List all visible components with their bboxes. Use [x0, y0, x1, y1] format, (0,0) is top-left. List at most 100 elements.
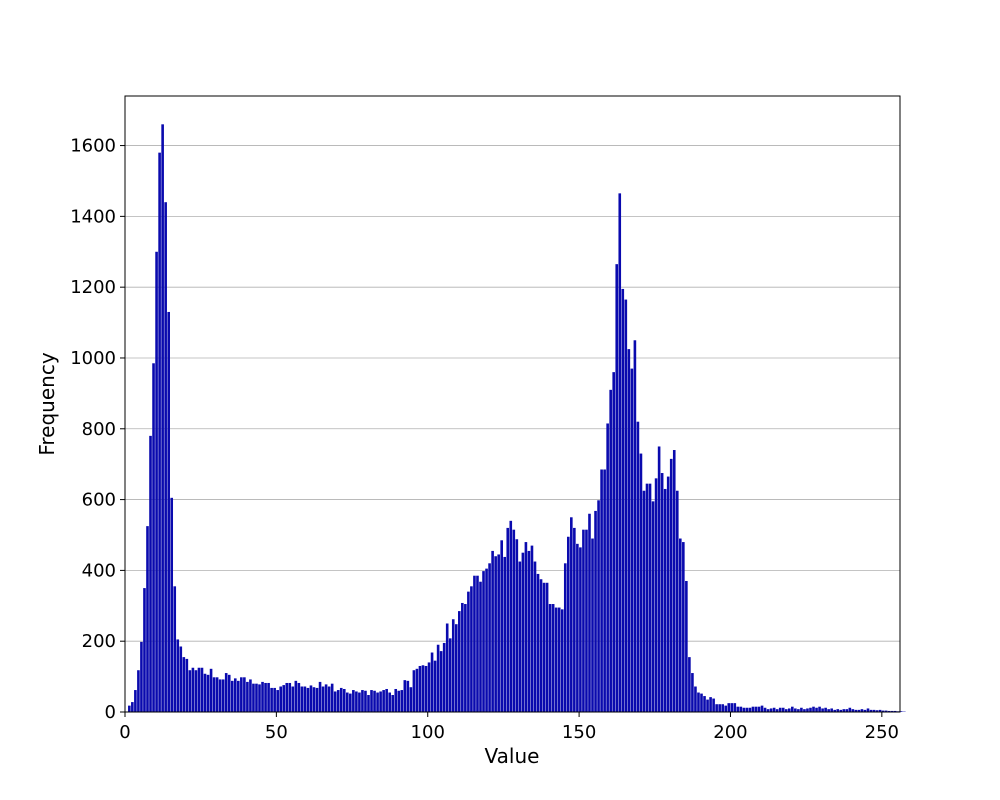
histogram-bar — [639, 453, 643, 712]
histogram-bar — [352, 690, 355, 712]
histogram-bar — [303, 686, 307, 712]
histogram-bar — [827, 709, 830, 712]
histogram-bar — [851, 709, 855, 712]
histogram-bar — [524, 542, 528, 712]
histogram-bar — [128, 705, 131, 712]
histogram-bar — [900, 711, 903, 712]
histogram-bar — [206, 674, 210, 712]
histogram-bar — [663, 488, 667, 712]
histogram-bar — [182, 657, 186, 712]
histogram-bar — [442, 642, 446, 712]
histogram-bar — [869, 709, 873, 712]
histogram-bar — [339, 687, 343, 712]
histogram-bar — [672, 450, 676, 712]
histogram-bar — [803, 709, 806, 712]
y-tick-label: 1600 — [70, 136, 116, 157]
histogram-bar — [373, 690, 376, 712]
histogram-bar — [669, 458, 673, 712]
histogram-bar — [560, 609, 564, 712]
histogram-bar — [488, 563, 491, 712]
histogram-bar — [288, 682, 292, 712]
histogram-bar — [570, 517, 573, 712]
histogram-bar — [324, 684, 328, 712]
histogram-bar — [654, 478, 658, 712]
histogram-bar — [509, 520, 513, 712]
histogram-bar — [715, 704, 718, 712]
histogram-bar — [309, 685, 313, 712]
histogram-bar — [161, 124, 164, 712]
histogram-bar — [494, 556, 497, 712]
histogram-bar — [237, 680, 240, 712]
histogram-bar — [603, 469, 606, 712]
y-tick-label: 400 — [82, 560, 116, 581]
histogram-bar — [539, 579, 543, 712]
y-tick-label: 1200 — [70, 277, 116, 298]
histogram-bar — [197, 667, 201, 712]
histogram-bar — [358, 692, 361, 712]
histogram-bar — [491, 550, 494, 712]
histogram-bar — [164, 202, 167, 712]
histogram-bar — [833, 709, 837, 712]
histogram-bar — [461, 602, 464, 712]
histogram-bar — [642, 490, 646, 712]
histogram-bar — [500, 540, 503, 712]
x-tick-label: 50 — [265, 722, 288, 743]
histogram-bar — [615, 264, 619, 712]
histogram-bar — [406, 680, 410, 712]
histogram-bar — [624, 299, 628, 712]
histogram-bar — [258, 684, 261, 712]
histogram-bar — [345, 692, 349, 712]
histogram-bar — [370, 690, 373, 712]
histogram-bar — [270, 687, 273, 712]
y-tick-label: 200 — [82, 631, 116, 652]
histogram-bar — [158, 152, 161, 712]
x-tick-label: 100 — [411, 722, 445, 743]
histogram-bar — [545, 582, 549, 712]
histogram-bar — [255, 683, 258, 712]
histogram-bar — [470, 586, 473, 712]
histogram-bar — [415, 668, 419, 712]
histogram-bar — [436, 644, 440, 712]
x-tick-label: 0 — [119, 722, 130, 743]
histogram-bar — [712, 698, 715, 712]
histogram-bar — [448, 638, 452, 712]
histogram-bar — [766, 709, 770, 712]
histogram-bar — [261, 681, 264, 712]
histogram-bar — [627, 349, 631, 712]
histogram-bar — [839, 709, 843, 712]
histogram-bar — [170, 497, 174, 712]
histogram-bar — [230, 680, 234, 712]
histogram-bar — [893, 710, 897, 712]
histogram-bar — [815, 707, 818, 712]
histogram-bar — [860, 709, 864, 712]
histogram-bar — [797, 709, 800, 712]
histogram-bar — [521, 552, 525, 712]
histogram-bar — [412, 670, 416, 712]
histogram-bar — [724, 705, 728, 712]
histogram-bar — [875, 710, 879, 712]
histogram-bar — [533, 561, 537, 712]
y-tick-label: 0 — [105, 702, 116, 723]
histogram-bar — [458, 611, 461, 712]
histogram-bar — [318, 681, 322, 712]
histogram-bar — [721, 704, 724, 712]
histogram-bar — [848, 707, 852, 712]
histogram-bar — [600, 469, 603, 712]
histogram-bar — [594, 510, 597, 712]
histogram-bar — [512, 529, 516, 712]
histogram-bar — [391, 695, 395, 712]
histogram-bar — [757, 706, 761, 712]
histogram-bar — [418, 665, 422, 712]
histogram-bar — [179, 646, 183, 712]
histogram-bar — [775, 709, 779, 712]
y-axis-ticks: 0 200 400 600 800 1000 1200 1400 1600 — [70, 136, 125, 723]
bars — [128, 124, 906, 712]
histogram-bar — [679, 538, 682, 712]
histogram-bar — [409, 687, 413, 712]
histogram-bar — [579, 547, 582, 712]
histogram-bar — [155, 251, 158, 712]
histogram-bar — [582, 529, 585, 712]
histogram-bar — [482, 571, 485, 712]
histogram-bar — [227, 674, 231, 712]
histogram-bar — [809, 707, 812, 712]
